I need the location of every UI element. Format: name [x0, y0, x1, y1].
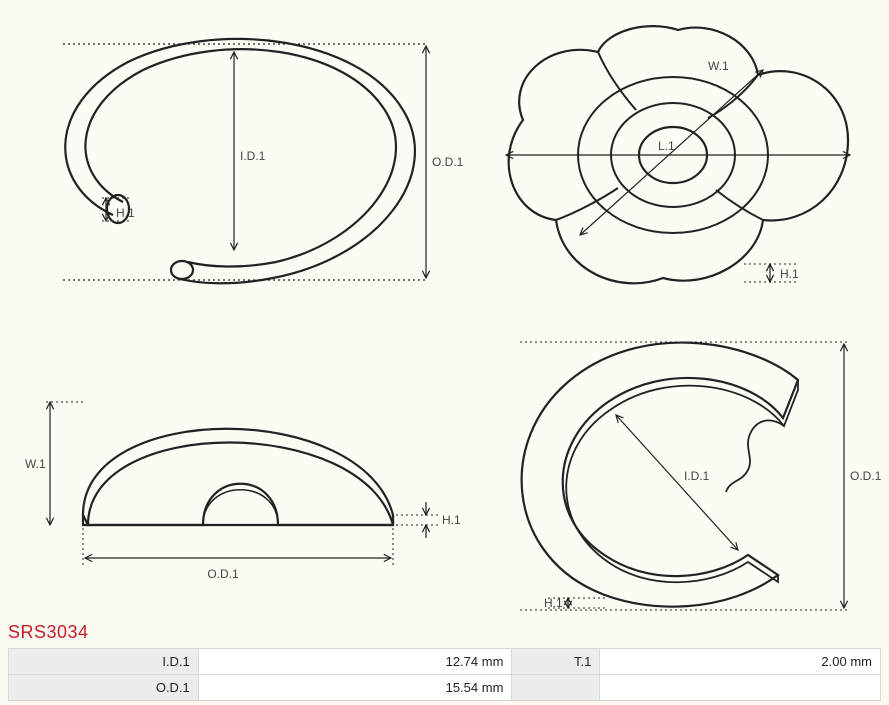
spec-value: 2.00 mm [600, 649, 881, 675]
drawings-panel: I.D.1 O.D.1 H.1 [8, 0, 881, 616]
drawings-svg: I.D.1 O.D.1 H.1 [8, 0, 881, 616]
dim-od1-bl: O.D.1 [207, 567, 239, 581]
panel-bottom-left: W.1 O.D.1 H.1 [25, 402, 461, 581]
dim-l1-tr: L.1 [658, 139, 675, 153]
spec-value [600, 675, 881, 701]
spec-label: I.D.1 [9, 649, 199, 675]
dim-id1-tl: I.D.1 [240, 149, 266, 163]
panel-top-left: I.D.1 O.D.1 H.1 [63, 39, 464, 283]
spec-label: O.D.1 [9, 675, 199, 701]
dim-w1-bl: W.1 [25, 457, 46, 471]
dim-id1-br: I.D.1 [684, 469, 710, 483]
panel-top-right: L.1 W.1 H.1 [506, 26, 850, 283]
part-number: SRS3034 [8, 622, 89, 643]
table-row: O.D.1 15.54 mm [9, 675, 881, 701]
page: I.D.1 O.D.1 H.1 [0, 0, 889, 705]
dim-w1-tr: W.1 [708, 59, 729, 73]
table-row: I.D.1 12.74 mm T.1 2.00 mm [9, 649, 881, 675]
spec-label: T.1 [512, 649, 600, 675]
dim-h1-tr: H.1 [780, 267, 799, 281]
spec-table: I.D.1 12.74 mm T.1 2.00 mm O.D.1 15.54 m… [8, 648, 881, 701]
spec-label [512, 675, 600, 701]
dim-h1-tl: H.1 [116, 206, 135, 220]
panel-bottom-right: I.D.1 O.D.1 H.1 [520, 342, 881, 610]
dim-od1-br: O.D.1 [850, 469, 881, 483]
dim-h1-br: H.1 [544, 596, 563, 610]
spec-value: 12.74 mm [198, 649, 512, 675]
dim-h1-bl: H.1 [442, 513, 461, 527]
dim-od1-tl: O.D.1 [432, 155, 464, 169]
spec-value: 15.54 mm [198, 675, 512, 701]
